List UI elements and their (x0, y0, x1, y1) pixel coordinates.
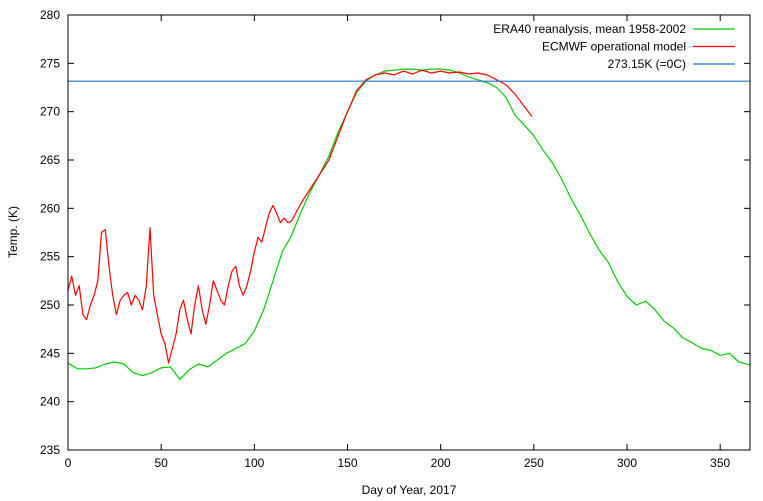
legend-label-0: ERA40 reanalysis, mean 1958-2002 (493, 22, 686, 36)
x-tick-label: 0 (65, 456, 72, 470)
x-tick-label: 150 (337, 456, 357, 470)
x-tick-label: 200 (431, 456, 451, 470)
x-tick-label: 250 (524, 456, 544, 470)
series-line-1 (67, 69, 533, 364)
tick-labels: 0 50 100 150 200 250 300 350 235 240 245 250 255 260 2… (40, 8, 731, 470)
y-tick-label: 260 (40, 201, 60, 215)
x-tick-label: 300 (617, 456, 637, 470)
legend-label-2: 273.15K (=0C) (608, 57, 686, 71)
x-tick-label: 100 (244, 456, 264, 470)
plot-frame (67, 14, 751, 451)
x-tick-label: 50 (154, 456, 168, 470)
y-tick-label: 235 (40, 443, 60, 457)
y-tick-label: 270 (40, 105, 60, 119)
y-tick-label: 250 (40, 298, 60, 312)
x-tick-label: 350 (710, 456, 730, 470)
legend-label-1: ECMWF operational model (542, 40, 686, 54)
y-tick-label: 255 (40, 250, 60, 264)
y-tick-label: 265 (40, 153, 60, 167)
y-tick-label: 275 (40, 56, 60, 70)
x-axis-title: Day of Year, 2017 (362, 483, 457, 497)
plot-background (68, 15, 750, 450)
y-tick-label: 280 (40, 8, 60, 22)
legend: ERA40 reanalysis, mean 1958-2002 ECMWF op… (493, 22, 735, 71)
y-tick-label: 240 (40, 395, 60, 409)
series-group (67, 68, 751, 380)
y-axis-title: Temp. (K) (6, 206, 20, 258)
series-line-0 (67, 68, 751, 380)
y-tick-label: 245 (40, 346, 60, 360)
